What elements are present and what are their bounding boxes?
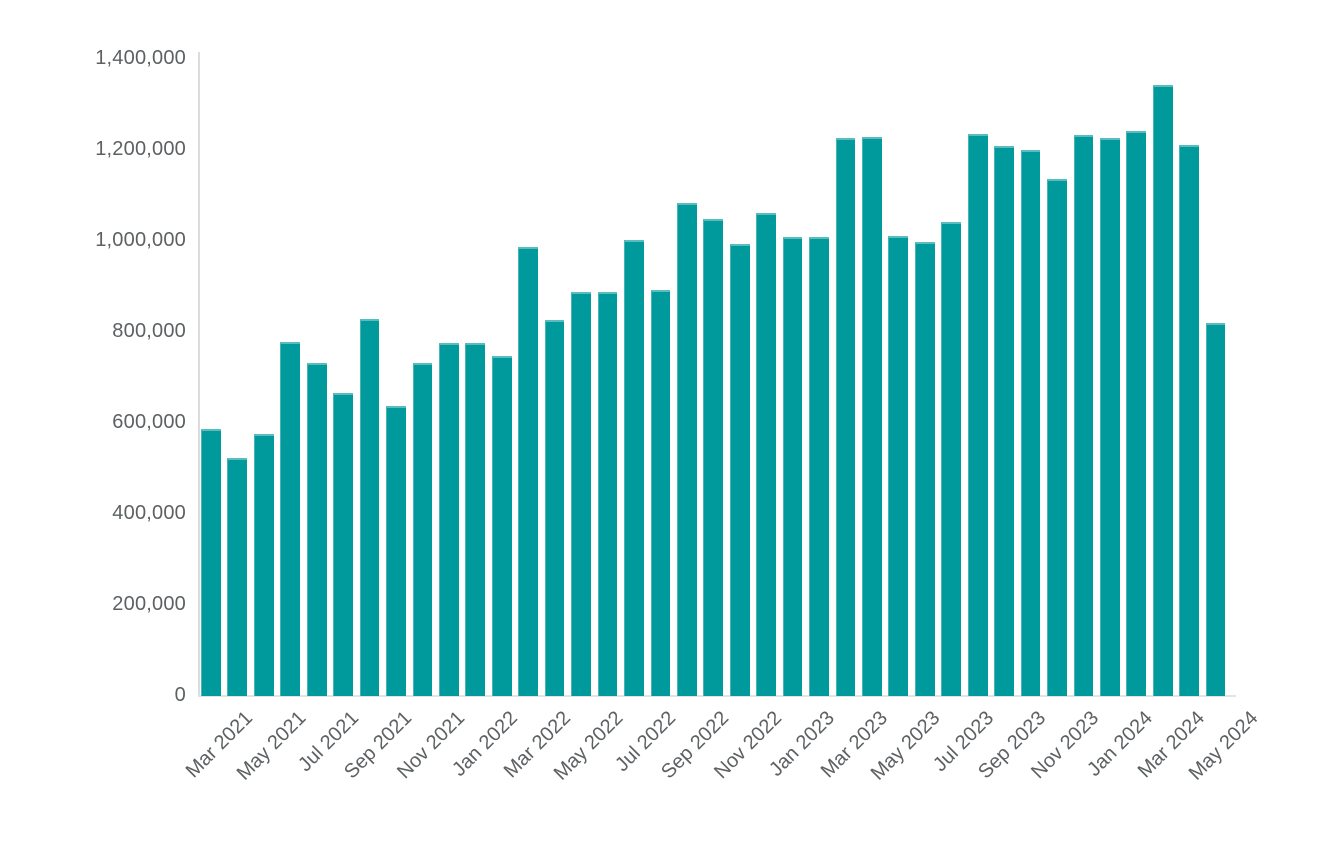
bar-sep-2022 [676, 203, 697, 696]
bar-jan-2024 [1100, 138, 1120, 696]
y-tick-label: 800,000 [112, 320, 186, 343]
y-tick-label: 200,000 [112, 593, 186, 616]
y-tick-label: 0 [174, 684, 186, 707]
bar-aug-2021 [333, 392, 353, 696]
bar-sep-2023 [994, 145, 1014, 696]
bar-apr-2024 [1179, 144, 1200, 696]
bar-jul-2021 [306, 362, 327, 696]
bar-may-2022 [571, 291, 591, 696]
y-tick-label: 1,000,000 [95, 229, 186, 252]
bar-apr-2021 [227, 458, 248, 696]
bar-apr-2022 [544, 320, 565, 696]
bar-apr-2023 [862, 137, 882, 696]
bar-oct-2021 [386, 405, 406, 696]
bar-jan-2023 [782, 237, 803, 696]
bar-nov-2023 [1047, 179, 1067, 696]
y-axis-line [198, 52, 200, 697]
bar-dec-2023 [1073, 134, 1094, 696]
bar-jun-2021 [280, 342, 301, 696]
bar-dec-2021 [439, 342, 459, 696]
bar-oct-2022 [703, 219, 724, 696]
bar-feb-2022 [491, 355, 512, 696]
bar-dec-2022 [756, 212, 776, 696]
bar-feb-2024 [1126, 130, 1147, 696]
bar-may-2021 [253, 434, 274, 696]
y-tick-label: 1,200,000 [95, 138, 186, 161]
bar-jun-2023 [914, 241, 935, 696]
bar-mar-2023 [835, 138, 856, 696]
y-tick-label: 400,000 [112, 502, 186, 525]
y-tick-label: 1,400,000 [95, 47, 186, 70]
bar-aug-2023 [967, 134, 988, 696]
bar-may-2023 [888, 235, 909, 696]
bar-mar-2024 [1152, 84, 1173, 696]
bar-oct-2023 [1020, 149, 1041, 696]
bar-jun-2022 [597, 292, 618, 696]
bar-jul-2022 [624, 239, 644, 696]
bar-mar-2022 [518, 246, 539, 696]
bar-mar-2021 [201, 429, 221, 696]
bar-aug-2022 [650, 289, 671, 696]
x-axis-line [198, 695, 1236, 697]
bar-nov-2021 [412, 362, 433, 696]
y-tick-label: 600,000 [112, 411, 186, 434]
bar-jul-2023 [941, 221, 962, 696]
bar-jan-2022 [465, 343, 486, 696]
bar-feb-2023 [809, 236, 829, 696]
bar-sep-2021 [359, 318, 380, 696]
bar-may-2024 [1205, 323, 1226, 696]
bar-nov-2022 [729, 244, 750, 696]
